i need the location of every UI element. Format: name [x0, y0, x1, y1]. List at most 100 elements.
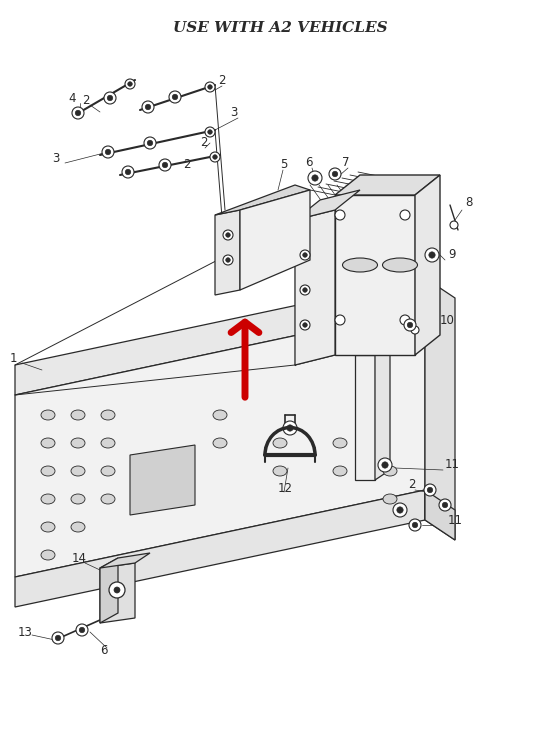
Polygon shape — [425, 278, 455, 540]
Circle shape — [145, 104, 151, 110]
Text: 2: 2 — [218, 73, 225, 86]
Polygon shape — [15, 308, 425, 577]
Ellipse shape — [382, 258, 418, 272]
Circle shape — [125, 79, 135, 89]
Circle shape — [52, 632, 64, 644]
Circle shape — [400, 315, 410, 325]
Circle shape — [76, 624, 88, 636]
Circle shape — [300, 285, 310, 295]
Circle shape — [408, 323, 413, 328]
Circle shape — [335, 315, 345, 325]
Circle shape — [142, 101, 154, 113]
Circle shape — [397, 507, 403, 513]
Circle shape — [439, 499, 451, 511]
Ellipse shape — [41, 550, 55, 560]
Ellipse shape — [343, 258, 377, 272]
Circle shape — [79, 627, 85, 633]
Circle shape — [429, 252, 435, 258]
Ellipse shape — [41, 466, 55, 476]
Ellipse shape — [71, 466, 85, 476]
Ellipse shape — [41, 522, 55, 532]
Circle shape — [303, 288, 307, 292]
Ellipse shape — [101, 494, 115, 504]
Circle shape — [223, 230, 233, 240]
Ellipse shape — [273, 438, 287, 448]
Circle shape — [208, 130, 212, 134]
Polygon shape — [100, 563, 135, 623]
Polygon shape — [100, 553, 150, 568]
Text: 2: 2 — [408, 479, 415, 492]
Polygon shape — [335, 195, 415, 355]
Circle shape — [382, 462, 388, 468]
Polygon shape — [425, 490, 455, 540]
Polygon shape — [375, 345, 390, 480]
Circle shape — [404, 319, 416, 331]
Ellipse shape — [71, 438, 85, 448]
Ellipse shape — [41, 410, 55, 420]
Text: 9: 9 — [448, 248, 456, 262]
Ellipse shape — [333, 466, 347, 476]
Circle shape — [128, 82, 132, 86]
Circle shape — [102, 146, 114, 158]
Text: USE WITH A2 VEHICLES: USE WITH A2 VEHICLES — [173, 21, 387, 35]
Text: 8: 8 — [465, 196, 472, 210]
Circle shape — [125, 169, 131, 174]
Ellipse shape — [71, 410, 85, 420]
Circle shape — [114, 587, 120, 593]
Ellipse shape — [41, 438, 55, 448]
Ellipse shape — [383, 466, 397, 476]
Circle shape — [300, 250, 310, 260]
Text: 3: 3 — [230, 106, 238, 119]
Circle shape — [162, 162, 168, 168]
Circle shape — [122, 166, 134, 178]
Polygon shape — [295, 190, 360, 220]
Text: 5: 5 — [280, 158, 287, 172]
Ellipse shape — [41, 494, 55, 504]
Circle shape — [159, 159, 171, 171]
Ellipse shape — [101, 438, 115, 448]
Text: 14: 14 — [72, 551, 87, 564]
Circle shape — [413, 523, 418, 528]
Circle shape — [409, 519, 421, 531]
Ellipse shape — [101, 466, 115, 476]
Polygon shape — [240, 190, 310, 290]
Circle shape — [335, 210, 345, 220]
Circle shape — [287, 425, 293, 431]
Circle shape — [205, 82, 215, 92]
Text: 6: 6 — [100, 644, 107, 657]
Polygon shape — [100, 558, 118, 623]
Circle shape — [393, 503, 407, 517]
Polygon shape — [215, 185, 310, 215]
Ellipse shape — [71, 522, 85, 532]
Text: 6: 6 — [305, 155, 312, 169]
Circle shape — [105, 150, 111, 155]
Circle shape — [283, 421, 297, 435]
Circle shape — [308, 171, 322, 185]
Ellipse shape — [333, 438, 347, 448]
Circle shape — [169, 91, 181, 103]
Text: 3: 3 — [52, 152, 59, 164]
Circle shape — [303, 323, 307, 327]
Polygon shape — [355, 355, 375, 480]
Polygon shape — [15, 490, 425, 607]
Text: 11: 11 — [445, 459, 460, 471]
Circle shape — [411, 326, 419, 334]
Circle shape — [424, 484, 436, 496]
Circle shape — [104, 92, 116, 104]
Polygon shape — [295, 210, 335, 365]
Circle shape — [223, 255, 233, 265]
Text: 2: 2 — [183, 158, 191, 172]
Circle shape — [226, 233, 230, 237]
Text: 2: 2 — [200, 136, 207, 150]
Circle shape — [450, 221, 458, 229]
Ellipse shape — [273, 466, 287, 476]
Polygon shape — [130, 445, 195, 515]
Circle shape — [400, 210, 410, 220]
Circle shape — [303, 253, 307, 257]
Circle shape — [329, 168, 341, 180]
Circle shape — [172, 95, 178, 100]
Circle shape — [332, 172, 338, 177]
Circle shape — [425, 248, 439, 262]
Circle shape — [378, 458, 392, 472]
Circle shape — [144, 137, 156, 149]
